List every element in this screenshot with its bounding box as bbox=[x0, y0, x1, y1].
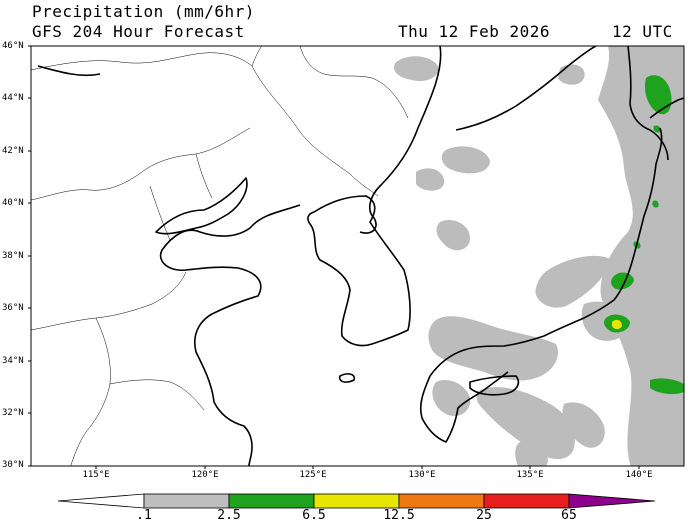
lon-label-115: 115°E bbox=[82, 470, 110, 480]
coastlines bbox=[37, 46, 684, 466]
heavy-precip-area-yellow bbox=[612, 319, 622, 329]
colorbar-label: 25 bbox=[476, 508, 492, 523]
forecast-subtitle: GFS 204 Hour Forecast bbox=[32, 22, 245, 41]
precip-area-gray bbox=[393, 56, 439, 82]
precip-area-green bbox=[653, 125, 661, 133]
colorbar-segment-yellow bbox=[313, 493, 400, 509]
moderate-precip-areas bbox=[604, 75, 684, 395]
lon-ticks bbox=[95, 466, 640, 469]
valid-date: Thu 12 Feb 2026 bbox=[398, 22, 550, 41]
lat-label-44: 44°N bbox=[2, 93, 24, 103]
colorbar-label: 12.5 bbox=[383, 508, 415, 523]
lat-label-30: 30°N bbox=[2, 460, 24, 470]
precip-area-gray bbox=[436, 219, 470, 251]
lon-label-120: 120°E bbox=[191, 470, 219, 480]
map-title: Precipitation (mm/6hr) bbox=[32, 2, 255, 21]
colorbar-label: 2.5 bbox=[217, 508, 241, 523]
lon-label-125: 125°E bbox=[299, 470, 327, 480]
precip-area-gray bbox=[558, 64, 585, 85]
lat-label-32: 32°N bbox=[2, 408, 24, 418]
precip-area-gray bbox=[476, 387, 575, 460]
lat-label-46: 46°N bbox=[2, 41, 24, 51]
lat-label-38: 38°N bbox=[2, 251, 24, 261]
colorbar-label: 6.5 bbox=[302, 508, 326, 523]
lat-label-42: 42°N bbox=[2, 146, 24, 156]
colorbar-segment-red bbox=[483, 493, 570, 509]
precip-area-gray bbox=[634, 315, 684, 353]
colorbar-segment-orange bbox=[398, 493, 485, 509]
colorbar-label: 65 bbox=[561, 508, 577, 523]
colorbar bbox=[57, 493, 656, 509]
lat-ticks bbox=[28, 45, 31, 467]
precip-area-green bbox=[652, 200, 659, 208]
colorbar-label: .1 bbox=[136, 508, 152, 523]
valid-time: 12 UTC bbox=[612, 22, 673, 41]
precip-area-gray bbox=[562, 402, 605, 448]
lon-label-130: 130°E bbox=[408, 470, 436, 480]
precip-area-green bbox=[611, 272, 634, 290]
colorbar-segment-gray bbox=[143, 493, 230, 509]
country-borders bbox=[31, 46, 409, 466]
precip-area-gray bbox=[535, 255, 612, 308]
precip-area-gray bbox=[416, 168, 445, 191]
precip-area-green bbox=[650, 378, 684, 395]
colorbar-right-arrow bbox=[568, 493, 656, 509]
precip-area-green bbox=[644, 75, 672, 115]
lon-label-140: 140°E bbox=[625, 470, 653, 480]
lon-label-135: 135°E bbox=[516, 470, 544, 480]
colorbar-segment-green bbox=[228, 493, 315, 509]
light-precip-areas bbox=[393, 46, 684, 466]
precip-area-gray bbox=[515, 441, 548, 466]
precip-area-gray bbox=[598, 46, 684, 466]
lat-label-34: 34°N bbox=[2, 356, 24, 366]
colorbar-left-arrow bbox=[57, 493, 145, 509]
precip-area-gray bbox=[441, 146, 490, 174]
precip-area-gray bbox=[428, 316, 558, 381]
precip-area-gray bbox=[432, 379, 471, 417]
lat-label-36: 36°N bbox=[2, 303, 24, 313]
map-frame bbox=[30, 45, 685, 467]
lat-label-40: 40°N bbox=[2, 198, 24, 208]
